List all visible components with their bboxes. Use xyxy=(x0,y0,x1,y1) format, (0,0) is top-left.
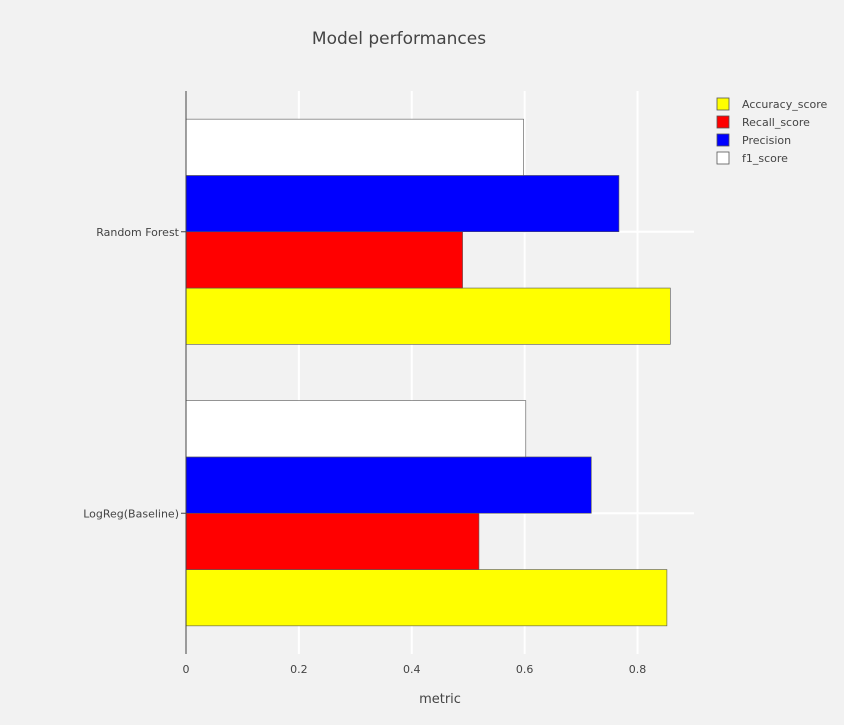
bar-accuracy-score xyxy=(185,569,668,627)
y-tick-label: LogReg(Baseline) xyxy=(83,507,179,520)
legend-swatch xyxy=(716,97,730,111)
x-tick-label: 0.2 xyxy=(290,663,308,676)
bars-layer xyxy=(185,118,671,627)
x-tick-label: 0.8 xyxy=(629,663,647,676)
y-tick-label: Random Forest xyxy=(96,226,179,239)
chart-title: Model performances xyxy=(312,29,486,49)
x-tick-label: 0.4 xyxy=(403,663,421,676)
bar-recall-score xyxy=(185,512,480,570)
legend-label: f1_score xyxy=(742,152,788,165)
bar-f1-score xyxy=(185,118,524,176)
bar-f1-score xyxy=(185,400,527,458)
x-tick-label: 0 xyxy=(183,663,190,676)
legend-label: Accuracy_score xyxy=(742,98,828,111)
legend-label: Recall_score xyxy=(742,116,810,129)
legend-swatch xyxy=(716,115,730,129)
bar-accuracy-score xyxy=(185,287,671,345)
x-tick-label: 0.6 xyxy=(516,663,534,676)
legend-label: Precision xyxy=(742,134,791,147)
x-axis-title: metric xyxy=(419,692,461,707)
bar-recall-score xyxy=(185,231,463,289)
axes-layer: LogReg(Baseline) Random Forest 0 0.2 0.4 0.6 0… xyxy=(83,91,646,676)
legend-swatch xyxy=(716,133,730,147)
legend: Accuracy_score Recall_score Precision f1_sc… xyxy=(716,97,828,165)
legend-swatch xyxy=(716,151,730,165)
bar-precision xyxy=(185,456,592,514)
bar-precision xyxy=(185,175,620,233)
